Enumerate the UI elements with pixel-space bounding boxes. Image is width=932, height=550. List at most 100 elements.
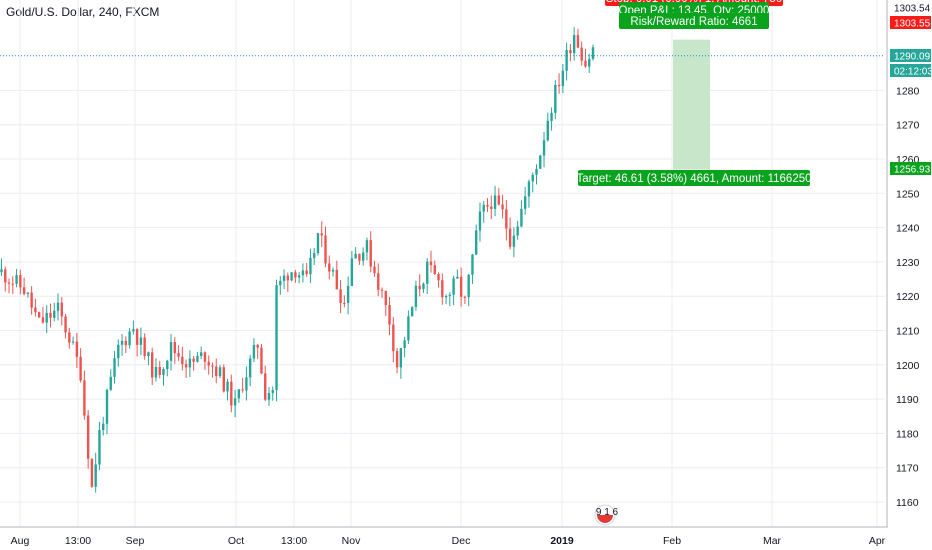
candle-body xyxy=(572,35,576,54)
price-tag-stop-bg xyxy=(890,16,931,29)
candle-body xyxy=(535,168,538,175)
candle-body xyxy=(482,204,485,212)
candle-body xyxy=(128,331,131,346)
candle-body xyxy=(569,49,572,54)
candle-body xyxy=(448,294,452,296)
grid xyxy=(0,0,885,527)
candle-body xyxy=(328,263,331,272)
candle-body xyxy=(181,356,184,365)
candle-body xyxy=(132,329,135,332)
candle-body xyxy=(561,70,565,86)
target-label[interactable]: Target: 46.61 (3.58%) 4661, Amount: 1166… xyxy=(576,170,812,186)
candle-body xyxy=(90,458,94,487)
ratio-label-text: Risk/Reward Ratio: 4661 xyxy=(630,16,757,28)
price-axis-bg xyxy=(887,0,932,550)
candle-body xyxy=(230,381,233,406)
candle-body xyxy=(11,283,15,285)
candle-body xyxy=(414,285,418,308)
candle-body xyxy=(7,282,11,284)
price-tag-target: 1256.93 xyxy=(894,165,931,176)
y-tick-label: 1220 xyxy=(896,291,920,303)
candle-body xyxy=(471,254,474,275)
candle-body xyxy=(290,272,293,281)
candle-body xyxy=(297,275,301,278)
candle-body xyxy=(124,340,128,346)
ratio-label[interactable]: Risk/Reward Ratio: 4661 xyxy=(619,13,769,29)
y-tick-label: 1190 xyxy=(896,394,919,406)
candle-body xyxy=(15,275,18,284)
candle-body xyxy=(135,329,139,345)
candle-body xyxy=(384,290,387,306)
price-tag-current-bg xyxy=(890,49,931,62)
candle-body xyxy=(516,226,519,236)
event-marker[interactable]: 9 1 6 xyxy=(594,504,619,526)
candle-body xyxy=(576,35,580,48)
candle-body xyxy=(418,285,421,290)
candle-body xyxy=(294,272,297,278)
candle-body xyxy=(520,208,523,227)
candle-body xyxy=(335,269,339,290)
candle-body xyxy=(542,140,546,156)
candle-body xyxy=(361,252,365,261)
candle-body xyxy=(486,204,489,207)
candle-body xyxy=(177,353,180,357)
candle-body xyxy=(143,337,146,357)
price-tag-stop: 1303.55 xyxy=(894,19,931,30)
candle-body xyxy=(358,253,361,261)
candle-body xyxy=(588,58,591,67)
candle-body xyxy=(467,274,470,298)
candle-body xyxy=(188,358,192,368)
candle-body xyxy=(237,389,241,399)
candle-body xyxy=(444,295,448,298)
candle-body xyxy=(456,276,459,279)
price-tag-current: 1290.09 xyxy=(894,52,931,63)
target-zone[interactable] xyxy=(673,39,710,170)
candle-body xyxy=(64,316,67,333)
candle-body xyxy=(196,355,199,362)
candle-body xyxy=(241,389,244,391)
candle-body xyxy=(508,228,512,247)
candle-body xyxy=(399,348,403,368)
candle-body xyxy=(531,174,534,182)
candle-body xyxy=(79,356,82,381)
candle-body xyxy=(426,261,429,284)
candle-body xyxy=(584,60,587,67)
candle-body xyxy=(37,312,41,318)
candle-body xyxy=(256,344,259,348)
candle-body xyxy=(546,120,549,141)
candle-body xyxy=(523,196,527,209)
candle-body xyxy=(407,316,410,341)
candle-body xyxy=(26,292,30,294)
y-tick-label: 1160 xyxy=(896,497,919,509)
candle-body xyxy=(410,307,414,317)
candle-body xyxy=(120,340,124,345)
candle-body xyxy=(309,257,312,275)
price-tag-target-bg xyxy=(890,162,931,175)
candle-body xyxy=(313,253,316,258)
candle-body xyxy=(388,305,391,325)
candle-body xyxy=(252,344,256,359)
candle-body xyxy=(211,365,214,367)
x-tick-label: 13:00 xyxy=(65,535,91,547)
y-tick-label: 1200 xyxy=(896,360,920,372)
candle-body xyxy=(207,361,210,366)
x-tick-label: Sep xyxy=(126,535,145,547)
candle-body xyxy=(369,240,372,267)
candle-body xyxy=(94,464,97,487)
candle-body xyxy=(437,274,440,281)
y-tick-label: 1270 xyxy=(896,120,920,132)
overlays: Stop: 0.01 (0.00%) 1, Amount: 750Open P&… xyxy=(0,0,885,526)
candle-body xyxy=(113,358,116,377)
event-marker-text: 9 1 6 xyxy=(596,507,619,518)
candle-body xyxy=(173,342,177,354)
candle-body xyxy=(0,269,3,273)
y-tick-label: 1250 xyxy=(896,188,920,200)
candles xyxy=(0,27,595,493)
candle-body xyxy=(557,85,561,87)
candle-body xyxy=(478,211,482,231)
candle-body xyxy=(166,360,169,370)
candle-body xyxy=(264,373,267,400)
candle-body xyxy=(22,287,26,294)
x-tick-label: 2019 xyxy=(550,535,574,547)
